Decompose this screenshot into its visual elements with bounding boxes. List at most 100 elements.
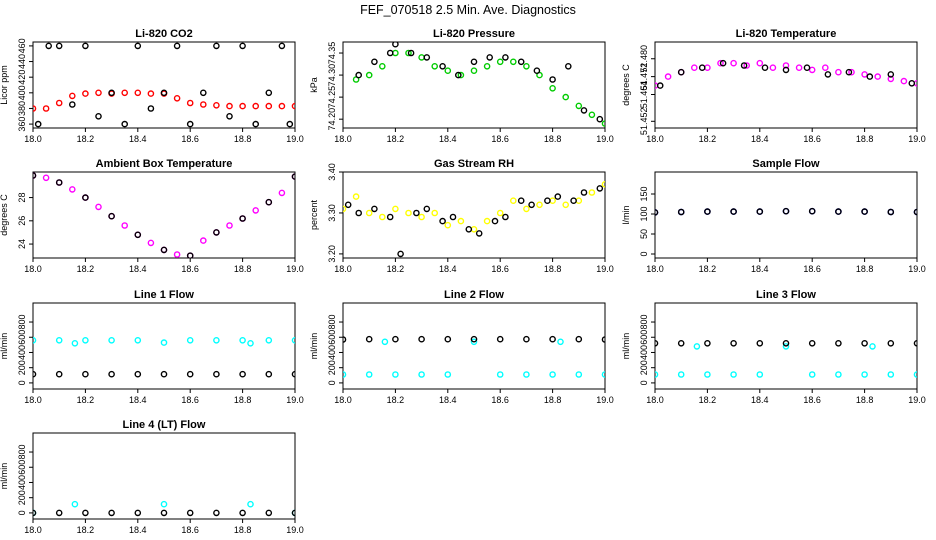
panel-ambient-box-temperature-ytick-label: 28	[17, 193, 27, 203]
panel-li-820-pressure-series-2-point	[386, 49, 394, 57]
panel-li-820-temperature-frame	[654, 41, 918, 129]
panel-li-820-pressure-series-1-point	[444, 67, 452, 74]
panel-line-3-flow-ytick-label: 200	[639, 360, 649, 375]
panel-li-820-co2-series-2-point	[226, 113, 233, 120]
panel-li-820-pressure-series-1-point	[496, 58, 504, 66]
panel-line-2-flow: Line 2 Flow ml/min 18.0 18.2 18.4 18.6 18.8 19.…	[309, 289, 614, 405]
panel-line-1-flow-ytick-label: 400	[17, 345, 27, 360]
panel-li-820-temperature-series-2-point	[824, 71, 832, 78]
panel-li-820-temperature-series-1-point	[691, 64, 698, 71]
panel-line-3-flow-series-2-point	[730, 339, 737, 347]
panel-ambient-box-temperature-xtick-label: 18.6	[181, 264, 199, 274]
panel-line-2-flow-title: Line 2 Flow	[444, 289, 504, 301]
panel-gas-stream-rh-series-1-point	[470, 225, 478, 233]
panel-line-4-lt-flow-ytick-label: 600	[17, 460, 27, 475]
panel-gas-stream-rh-series-1-point	[392, 205, 399, 213]
panel-li-820-co2-series-1-point	[134, 89, 142, 97]
panel-line-1-flow-series-1-point	[265, 336, 273, 344]
panel-line-2-flow-series-1-point	[343, 371, 347, 378]
panel-line-3-flow-series-1-point	[808, 371, 816, 378]
panel-li-820-pressure: Li-820 Pressure kPa 18.0 18.2 18.4 18.6 18.8 19…	[309, 28, 614, 144]
panel-li-820-temperature-series-2-point	[698, 64, 706, 71]
panel-line-3-flow-series-2-point	[782, 339, 790, 347]
panel-li-820-co2-ytick-label: 440	[17, 54, 27, 69]
panel-li-820-temperature-title: Li-820 Temperature	[736, 28, 837, 40]
panel-line-1-flow-series-2-point	[213, 370, 220, 378]
panel-line-3-flow-ytick-label: 400	[639, 345, 649, 360]
panel-line-1-flow-series-1-point	[291, 337, 295, 344]
panel-line-2-flow-series-1-point	[444, 371, 452, 378]
figure-title: FEF_070518 2.5 Min. Ave. Diagnostics	[360, 3, 576, 17]
panel-gas-stream-rh-series-1-point	[431, 209, 439, 217]
panel-li-820-temperature-series-2-point	[866, 73, 874, 80]
panel-line-1-flow-series-1-point	[186, 336, 194, 344]
panel-line-1-flow-series-1-point	[33, 337, 37, 344]
panel-gas-stream-rh-series-2-point	[355, 209, 363, 217]
panel-gas-stream-rh-series-1-point	[365, 209, 373, 217]
panel-gas-stream-rh-series-1-point	[352, 193, 360, 200]
panel-gas-stream-rh-series-2-point	[423, 205, 431, 213]
panel-li-820-pressure-series-2-point	[392, 42, 399, 48]
panel-li-820-pressure-series-2-point	[454, 71, 462, 79]
panel-gas-stream-rh-series-2-point	[344, 201, 352, 209]
panel-ambient-box-temperature-frame	[32, 171, 296, 259]
panel-line-1-flow-series-2-point	[134, 370, 142, 378]
panel-line-1-flow: Line 1 Flow ml/min 18.0 18.2 18.4 18.6 18.8 19.…	[0, 289, 304, 405]
panel-li-820-pressure-series-1-point	[509, 58, 517, 66]
panel-gas-stream-rh-series-1-point	[343, 205, 347, 213]
panel-line-2-flow-series-1-point	[392, 371, 399, 378]
panel-gas-stream-rh-points	[343, 181, 605, 258]
panel-sample-flow-series-2-point	[677, 208, 685, 216]
panel-li-820-pressure-series-1-point	[483, 63, 491, 70]
panel-line-3-flow-ytick-label: 600	[639, 330, 649, 345]
panel-li-820-temperature-series-1-point	[730, 59, 737, 67]
panel-sample-flow-series-2-point	[835, 208, 842, 215]
panel-li-820-temperature: Li-820 Temperature degrees C 18.0 18.2 18.4 1…	[621, 28, 926, 144]
panel-li-820-temperature-xtick-label: 18.6	[803, 134, 821, 144]
panel-line-4-lt-flow-xtick-label: 18.2	[77, 525, 95, 535]
panel-line-1-flow-points	[33, 336, 295, 378]
panel-gas-stream-rh-series-2-point	[386, 213, 394, 221]
panel-li-820-co2-xtick-label: 18.0	[24, 134, 42, 144]
panel-li-820-co2-series-2-point	[213, 42, 220, 50]
panel-li-820-pressure-series-1-point	[470, 67, 478, 74]
panel-gas-stream-rh-series-1-point	[549, 197, 556, 204]
panel-ambient-box-temperature-series-1-point	[252, 207, 259, 214]
panel-li-820-temperature-series-1-point	[664, 73, 672, 80]
panel-line-1-flow-xtick-label: 18.4	[129, 395, 147, 405]
panel-li-820-co2-xtick-label: 19.0	[286, 134, 304, 144]
panel-line-4-lt-flow-series-2-point	[134, 509, 142, 517]
panel-li-820-pressure-frame	[342, 41, 606, 129]
panel-li-820-pressure-xtick-label: 18.0	[334, 134, 352, 144]
panel-line-2-flow-series-1-point	[418, 371, 425, 378]
panel-sample-flow-xtick-label: 18.4	[751, 264, 769, 274]
panel-li-820-co2-ytick-label: 460	[17, 38, 27, 53]
panel-line-2-flow-series-2-point	[575, 335, 583, 343]
panel-ambient-box-temperature-series-2-point	[108, 212, 115, 220]
panel-sample-flow-ytick-label: 150	[639, 186, 649, 201]
panel-line-1-flow-ytick-label: 0	[17, 380, 27, 385]
panel-ambient-box-temperature-series-2-point	[265, 198, 273, 206]
panel-line-3-flow-xtick-label: 18.2	[699, 395, 717, 405]
panel-line-1-flow-series-1-point	[108, 336, 115, 344]
panel-line-1-flow-series-1-point	[160, 339, 168, 346]
panel-line-2-flow-series-2-point	[343, 336, 347, 343]
panel-li-820-co2-series-2-point	[173, 42, 181, 50]
panel-ambient-box-temperature-series-1-point	[121, 222, 128, 229]
panel-li-820-co2-ytick-label: 380	[17, 101, 27, 116]
panel-li-820-temperature-series-2-point	[677, 68, 685, 76]
panel-li-820-pressure-ytick-label: 74.20	[327, 108, 337, 131]
panel-li-820-co2-series-1-point	[252, 102, 259, 110]
panel-line-1-flow-xtick-label: 18.0	[24, 395, 42, 405]
panel-li-820-temperature-series-1-point	[782, 62, 790, 69]
panel-gas-stream-rh-xtick-label: 18.2	[387, 264, 405, 274]
panel-li-820-pressure-xtick-label: 18.8	[544, 134, 562, 144]
panel-gas-stream-rh-series-1-point	[483, 217, 491, 225]
panel-li-820-temperature-points	[655, 59, 917, 89]
panel-gas-stream-rh-series-2-point	[413, 209, 420, 217]
panel-li-820-pressure-title: Li-820 Pressure	[433, 28, 515, 40]
panel-li-820-co2-series-2-point	[160, 89, 168, 97]
panel-line-3-flow-series-1-point	[782, 343, 790, 350]
panel-gas-stream-rh-series-2-point	[554, 193, 562, 200]
panel-li-820-co2-points	[33, 42, 295, 128]
